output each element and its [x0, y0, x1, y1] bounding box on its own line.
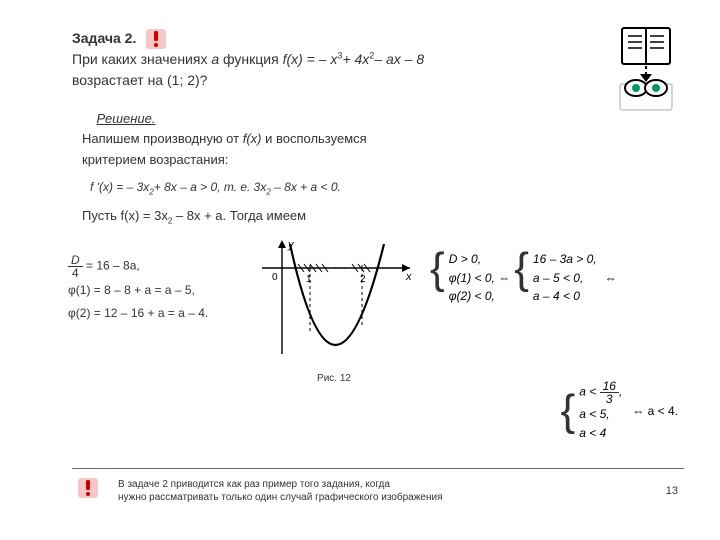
math-row: D 4 = 16 – 8a, φ(1) = 8 – 8 + a = a – 5,…: [68, 236, 684, 384]
svg-text:1: 1: [306, 274, 312, 285]
text: a < 5,: [579, 405, 622, 424]
text: нужно рассматривать только один случай г…: [118, 492, 443, 503]
fraction: 16 3: [600, 380, 619, 405]
text: В задаче 2 приводится как раз пример тог…: [118, 479, 390, 490]
text: возрастает на (: [72, 72, 172, 88]
text: a < 4: [579, 424, 622, 443]
text: критерием возрастания:: [82, 152, 228, 167]
text: a – 5 < 0,: [533, 269, 597, 288]
text: 16 – 3a > 0,: [533, 250, 597, 269]
system-2: 16 – 3a > 0, a – 5 < 0, a – 4 < 0: [533, 250, 597, 306]
svg-text:0: 0: [272, 272, 278, 283]
let-line: Пусть f(x) = 3x2 – 8x + a. Тогда имеем: [82, 206, 684, 228]
text: + 8x – a > 0, т. е. 3x: [154, 180, 267, 194]
footer-separator: [72, 468, 684, 469]
text: φ(1) < 0, ⇔: [449, 269, 511, 288]
systems-row1: { D > 0, φ(1) < 0, ⇔ φ(2) < 0, { 16 – 3a…: [430, 236, 621, 306]
solution-block: Решение. Напишем производную от f(x) и в…: [82, 109, 684, 169]
svg-text:2: 2: [360, 274, 366, 285]
text: + 4x: [342, 51, 369, 67]
left-brace-icon: {: [561, 392, 576, 429]
derivative-line: f '(x) = – 3x2+ 8x – a > 0, т. е. 3x2 – …: [90, 180, 684, 196]
page-content: Задача 2. При каких значениях a функция …: [0, 0, 720, 400]
svg-text:x: x: [405, 271, 412, 283]
parabola-figure: x y 0 1 2: [244, 236, 424, 384]
text: D > 0,: [449, 250, 511, 269]
attention-icon: [146, 29, 166, 49]
text: – 8x + a. Тогда имеем: [172, 208, 306, 223]
page-number: 13: [666, 485, 678, 497]
result-text: ⇔ a < 4.: [632, 402, 678, 421]
system-3: a < 16 3 , a < 5, a < 4: [579, 380, 622, 442]
systems-row2: { a < 16 3 , a < 5, a < 4 ⇔ a < 4.: [561, 380, 678, 442]
text: φ(2) < 0,: [449, 287, 511, 306]
task-label: Задача 2.: [72, 30, 136, 46]
problem-statement: Задача 2. При каких значениях a функция …: [72, 28, 684, 91]
figure-caption: Рис. 12: [244, 373, 424, 384]
text: 2: [187, 72, 195, 88]
text: f(x) = – x: [283, 51, 338, 67]
left-brace-icon: {: [514, 250, 529, 287]
footer-note: В задаче 2 приводится как раз пример тог…: [118, 478, 684, 504]
book-reader-icon: [614, 24, 678, 114]
text: – ax – 8: [374, 51, 424, 67]
text: и воспользуемся: [261, 131, 366, 146]
text: φ(2) = 12 – 16 + a = a – 4.: [68, 302, 238, 325]
text: 4: [68, 267, 83, 279]
attention-icon: [78, 478, 98, 498]
footer: В задаче 2 приводится как раз пример тог…: [72, 478, 684, 504]
text: 3: [600, 393, 619, 405]
text: f(x): [243, 131, 262, 146]
system-1: D > 0, φ(1) < 0, ⇔ φ(2) < 0,: [449, 250, 511, 306]
text: f '(x) = – 3x: [90, 180, 149, 194]
text: φ(1) = 8 – 8 + a = a – 5,: [68, 279, 238, 302]
equiv-arrow: ⇔: [605, 269, 617, 288]
text: a <: [579, 385, 599, 399]
left-brace-icon: {: [430, 250, 445, 287]
text: функция: [219, 51, 282, 67]
text: Напишем производную от: [82, 131, 243, 146]
text: = 16 – 8a,: [86, 259, 140, 273]
text: a – 4 < 0: [533, 287, 597, 306]
solution-title: Решение.: [96, 111, 155, 126]
text: Пусть f(x) = 3x: [82, 208, 168, 223]
text: )?: [195, 72, 207, 88]
text: – 8x + a < 0.: [271, 180, 341, 194]
left-formulas: D 4 = 16 – 8a, φ(1) = 8 – 8 + a = a – 5,…: [68, 236, 238, 325]
fraction: D 4: [68, 254, 83, 279]
text: ,: [619, 385, 622, 399]
text: При каких значениях: [72, 51, 211, 67]
